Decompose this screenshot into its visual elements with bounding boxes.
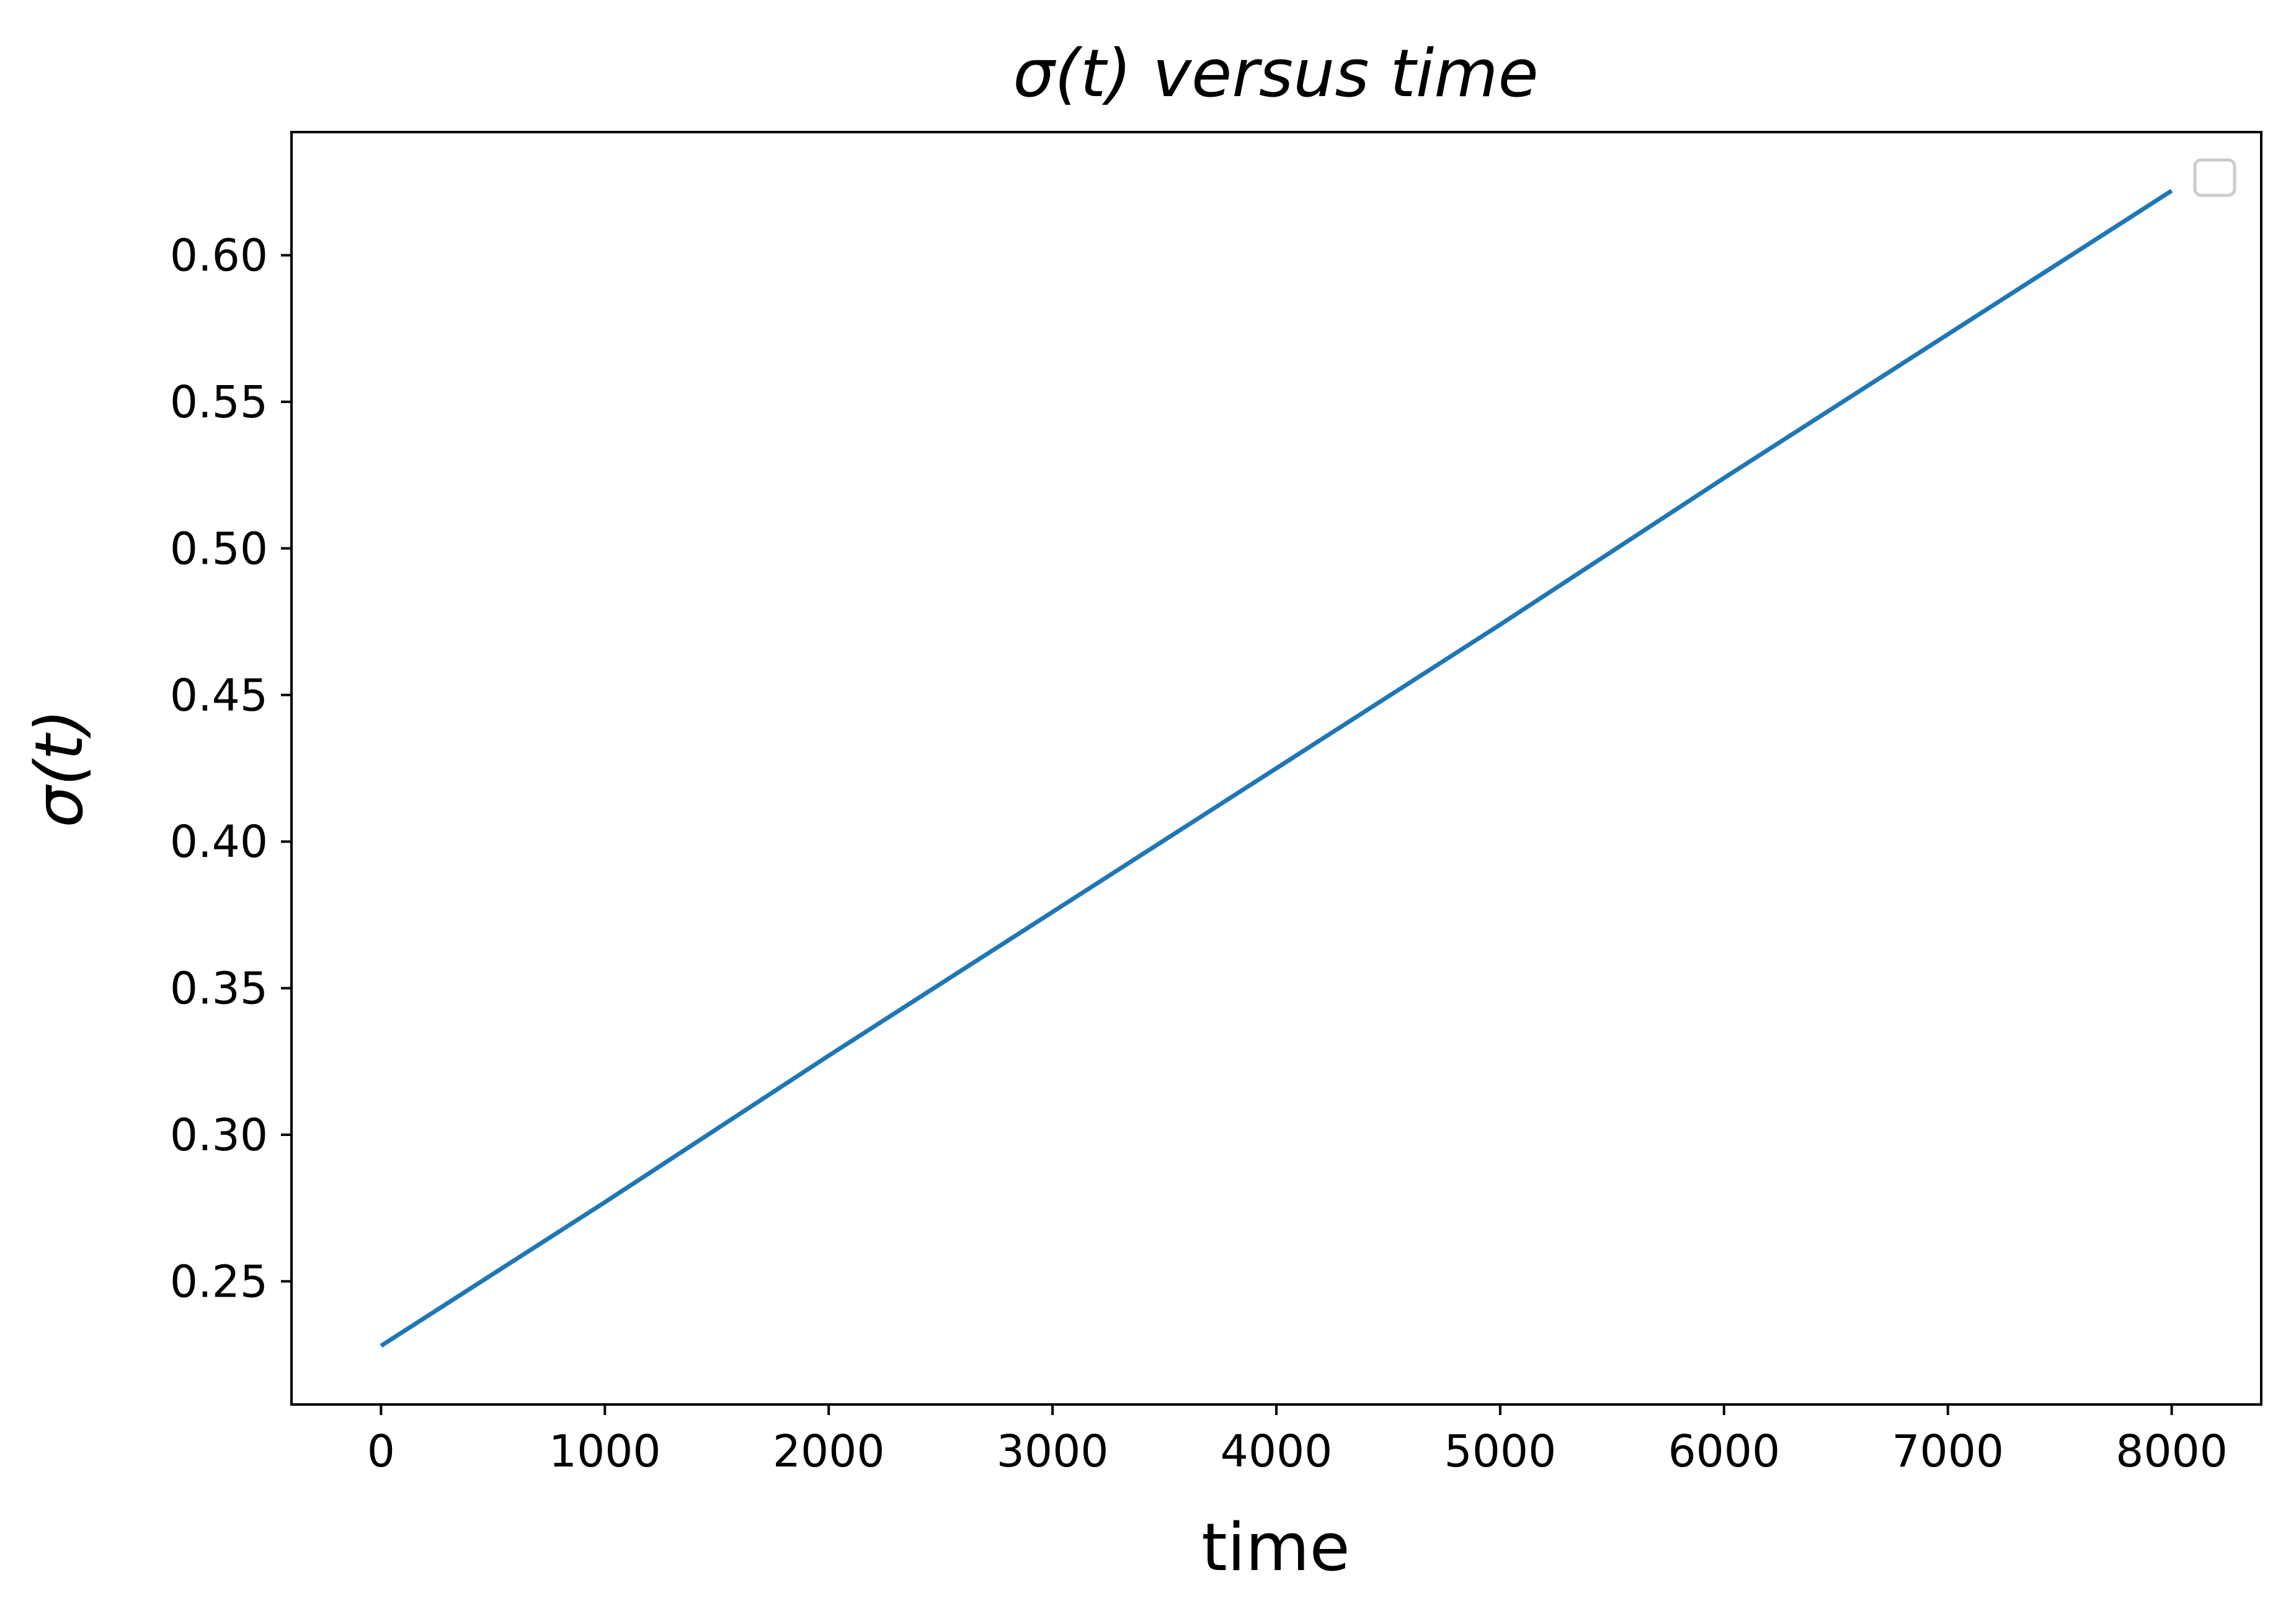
x-tick-label: 1000: [549, 1426, 661, 1477]
y-tick-label: 0.50: [170, 523, 268, 574]
x-tick-label: 8000: [2115, 1426, 2228, 1477]
x-tick-label: 5000: [1444, 1426, 1557, 1477]
y-tick-label: 0.30: [170, 1109, 268, 1161]
x-tick-label: 2000: [773, 1426, 885, 1477]
y-axis-label: σ(t): [21, 709, 97, 827]
y-tick-label: 0.60: [170, 230, 268, 282]
y-tick-label: 0.45: [170, 670, 268, 721]
x-tick-label: 7000: [1892, 1426, 2004, 1477]
legend-box: [2193, 158, 2236, 197]
y-tick-label: 0.25: [170, 1256, 268, 1307]
x-tick-label: 4000: [1221, 1426, 1333, 1477]
axes-frame: [290, 131, 2262, 1406]
x-tick-label: 0: [367, 1426, 395, 1477]
chart-title: σ(t) versus time: [1013, 35, 1538, 112]
x-tick-label: 3000: [997, 1426, 1109, 1477]
y-tick-label: 0.35: [170, 963, 268, 1014]
y-tick-label: 0.40: [170, 816, 268, 867]
y-tick-label: 0.55: [170, 376, 268, 428]
x-tick-label: 6000: [1668, 1426, 1780, 1477]
plot-area: [380, 189, 2173, 1348]
x-axis-label: time: [1201, 1509, 1350, 1586]
x-axis-ticks: 0 1000 2000 3000 4000 5000 6000 7000 8000: [367, 1404, 2228, 1477]
y-axis-ticks: 0.25 0.30 0.35 0.40 0.45 0.50 0.55 0.60: [170, 230, 291, 1307]
series-line-0: [380, 189, 2173, 1348]
